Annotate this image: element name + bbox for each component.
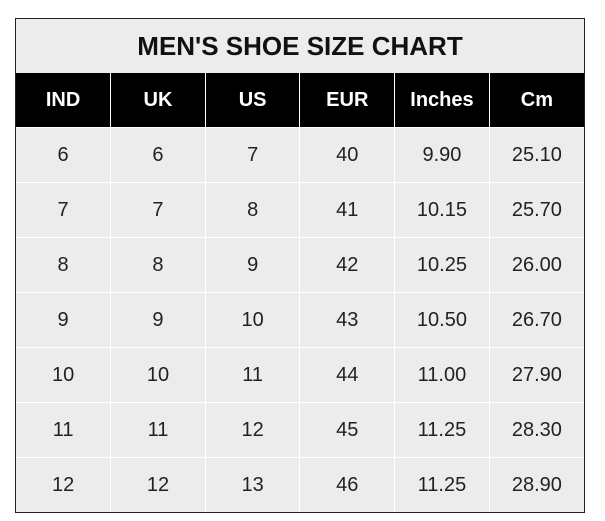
column-header-cm: Cm bbox=[488, 73, 584, 128]
cell-eur: 45 bbox=[299, 402, 396, 458]
cell-cm: 25.70 bbox=[488, 182, 584, 238]
cell-inches: 11.25 bbox=[394, 457, 490, 512]
cell-us: 12 bbox=[204, 402, 301, 458]
cell-eur: 46 bbox=[299, 457, 396, 512]
cell-ind: 8 bbox=[16, 237, 112, 293]
cell-inches: 10.50 bbox=[394, 292, 490, 348]
cell-ind: 10 bbox=[16, 347, 112, 403]
table-row: 11 11 12 45 11.25 28.30 bbox=[16, 402, 584, 458]
size-chart: MEN'S SHOE SIZE CHART IND UK US EUR Inches Cm… bbox=[15, 18, 585, 513]
cell-eur: 44 bbox=[299, 347, 396, 403]
column-header-eur: EUR bbox=[299, 73, 396, 128]
column-header-ind: IND bbox=[16, 73, 112, 128]
cell-inches: 10.25 bbox=[394, 237, 490, 293]
cell-uk: 6 bbox=[110, 127, 206, 183]
column-header-inches: Inches bbox=[394, 73, 490, 128]
table-row: 6 6 7 40 9.90 25.10 bbox=[16, 127, 584, 183]
cell-ind: 12 bbox=[16, 457, 112, 512]
cell-inches: 9.90 bbox=[394, 127, 490, 183]
cell-us: 7 bbox=[204, 127, 301, 183]
cell-eur: 41 bbox=[299, 182, 396, 238]
cell-us: 11 bbox=[204, 347, 301, 403]
chart-title: MEN'S SHOE SIZE CHART bbox=[137, 30, 463, 61]
cell-cm: 26.70 bbox=[488, 292, 584, 348]
cell-eur: 40 bbox=[299, 127, 396, 183]
cell-cm: 28.30 bbox=[488, 402, 584, 458]
cell-cm: 27.90 bbox=[488, 347, 584, 403]
header-row: IND UK US EUR Inches Cm bbox=[16, 73, 584, 128]
cell-us: 8 bbox=[204, 182, 301, 238]
cell-us: 10 bbox=[204, 292, 301, 348]
table-row: 10 10 11 44 11.00 27.90 bbox=[16, 347, 584, 403]
cell-us: 13 bbox=[204, 457, 301, 512]
column-header-us: US bbox=[204, 73, 301, 128]
cell-us: 9 bbox=[204, 237, 301, 293]
cell-eur: 43 bbox=[299, 292, 396, 348]
cell-cm: 25.10 bbox=[488, 127, 584, 183]
column-header-uk: UK bbox=[110, 73, 206, 128]
cell-ind: 11 bbox=[16, 402, 112, 458]
table-row: 12 12 13 46 11.25 28.90 bbox=[16, 457, 584, 512]
cell-inches: 11.25 bbox=[394, 402, 490, 458]
cell-cm: 28.90 bbox=[488, 457, 584, 512]
cell-ind: 6 bbox=[16, 127, 112, 183]
cell-cm: 26.00 bbox=[488, 237, 584, 293]
size-table: IND UK US EUR Inches Cm 6 6 7 40 9.90 25.10 7 7 8 41 10… bbox=[16, 73, 584, 512]
table-row: 8 8 9 42 10.25 26.00 bbox=[16, 237, 584, 293]
cell-uk: 8 bbox=[110, 237, 206, 293]
cell-uk: 7 bbox=[110, 182, 206, 238]
cell-inches: 10.15 bbox=[394, 182, 490, 238]
cell-inches: 11.00 bbox=[394, 347, 490, 403]
table-row: 7 7 8 41 10.15 25.70 bbox=[16, 182, 584, 238]
cell-uk: 9 bbox=[110, 292, 206, 348]
cell-uk: 11 bbox=[110, 402, 206, 458]
cell-ind: 7 bbox=[16, 182, 112, 238]
table-row: 9 9 10 43 10.50 26.70 bbox=[16, 292, 584, 348]
cell-eur: 42 bbox=[299, 237, 396, 293]
cell-uk: 12 bbox=[110, 457, 206, 512]
cell-ind: 9 bbox=[16, 292, 112, 348]
cell-uk: 10 bbox=[110, 347, 206, 403]
